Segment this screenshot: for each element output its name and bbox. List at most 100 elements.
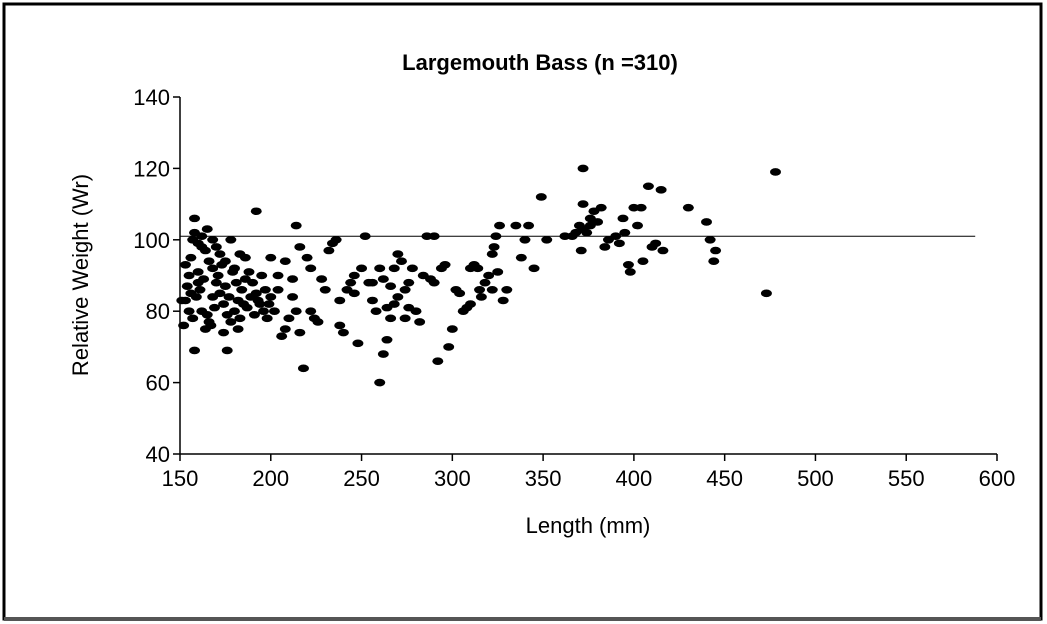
point — [710, 246, 722, 255]
point — [356, 264, 368, 273]
point — [218, 300, 230, 308]
point — [207, 264, 219, 273]
point — [577, 164, 589, 173]
point — [203, 318, 215, 326]
point — [497, 296, 509, 305]
point — [323, 246, 335, 255]
point — [208, 303, 220, 312]
point — [388, 264, 400, 273]
point — [486, 250, 498, 258]
x-tick-label: 300 — [434, 466, 471, 491]
point — [403, 278, 415, 287]
point — [268, 307, 280, 316]
point — [432, 357, 444, 365]
point — [494, 221, 506, 230]
point — [272, 285, 284, 294]
x-tick-label: 550 — [888, 466, 925, 491]
x-tick-label: 400 — [616, 466, 653, 491]
point — [259, 285, 271, 294]
point — [345, 278, 357, 287]
point — [655, 186, 667, 194]
x-axis-label: Length (mm) — [526, 513, 651, 538]
point — [294, 243, 306, 251]
point — [385, 282, 397, 291]
y-tick-label: 120 — [133, 156, 170, 181]
point — [528, 264, 540, 273]
point — [192, 278, 204, 287]
x-tick-label: 600 — [979, 466, 1016, 491]
x-tick-label: 350 — [525, 466, 562, 491]
point — [179, 260, 191, 269]
point — [490, 232, 502, 241]
point — [443, 343, 455, 351]
point — [290, 307, 302, 316]
point — [446, 325, 458, 333]
point — [183, 307, 195, 316]
point — [189, 346, 201, 355]
point — [183, 271, 195, 280]
point — [635, 203, 647, 212]
point — [374, 264, 386, 273]
point — [488, 243, 500, 251]
point — [377, 350, 389, 358]
point — [704, 236, 716, 244]
point — [228, 264, 240, 273]
point — [414, 318, 426, 326]
point — [760, 289, 772, 298]
point — [192, 268, 204, 276]
point — [319, 285, 331, 294]
point — [312, 318, 324, 326]
x-tick-label: 200 — [252, 466, 289, 491]
point — [523, 221, 535, 230]
point — [201, 225, 213, 233]
point — [406, 264, 418, 273]
point — [474, 285, 486, 294]
point — [181, 282, 193, 291]
point — [228, 307, 240, 316]
point — [501, 285, 513, 294]
point — [279, 325, 291, 333]
point — [196, 307, 208, 316]
point — [428, 232, 440, 241]
point — [472, 264, 484, 273]
point — [272, 271, 284, 280]
point — [575, 246, 587, 255]
point — [189, 214, 201, 223]
y-tick-label: 40 — [146, 442, 170, 467]
point — [577, 225, 589, 233]
point — [283, 314, 295, 323]
point — [265, 293, 277, 301]
point — [187, 314, 199, 323]
point — [305, 264, 317, 273]
point — [595, 203, 607, 212]
point — [232, 325, 244, 333]
chart-title: Largemouth Bass (n =310) — [402, 50, 678, 75]
point — [617, 214, 629, 223]
point — [395, 257, 407, 266]
point — [682, 203, 694, 212]
x-tick-label: 500 — [797, 466, 834, 491]
point — [210, 243, 222, 251]
y-tick-label: 100 — [133, 228, 170, 253]
point — [297, 364, 309, 373]
point — [770, 168, 782, 176]
point — [290, 221, 302, 230]
point — [316, 275, 328, 283]
point — [535, 193, 547, 201]
point — [199, 325, 211, 333]
point — [214, 250, 226, 258]
point — [577, 200, 589, 208]
point — [305, 307, 317, 316]
x-tick-label: 150 — [162, 466, 199, 491]
point — [219, 282, 231, 291]
point — [352, 339, 364, 348]
point — [218, 328, 230, 337]
point — [178, 321, 190, 330]
point — [492, 268, 504, 276]
point — [301, 253, 313, 262]
point — [464, 300, 476, 308]
point — [225, 318, 237, 326]
point — [176, 296, 188, 305]
point — [221, 346, 233, 355]
point — [657, 246, 669, 255]
